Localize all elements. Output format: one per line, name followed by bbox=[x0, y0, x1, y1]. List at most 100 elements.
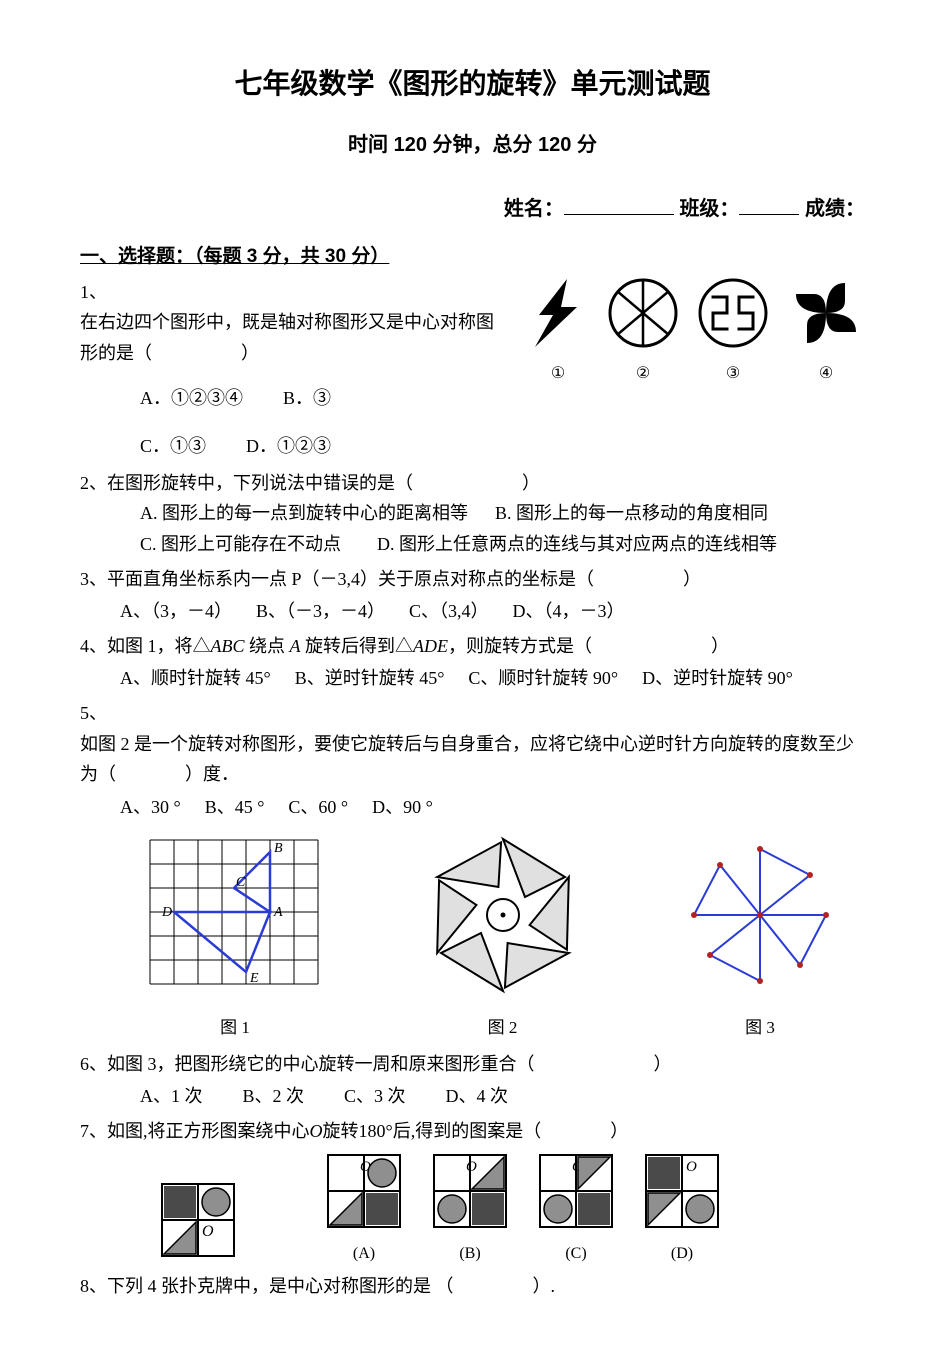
score-label: 成绩： bbox=[805, 198, 865, 220]
pinwheel-4-icon bbox=[787, 277, 865, 349]
q2-close: ） bbox=[522, 473, 540, 493]
q2-opt-a: A. 图形上的每一点到旋转中心的距离相等 bbox=[140, 503, 468, 523]
q6-text: 如图 3，把图形绕它的中心旋转一周和原来图形重合（ ） bbox=[107, 1049, 865, 1080]
q5-text: 如图 2 是一个旋转对称图形，要使它旋转后与自身重合，应将它绕中心逆时针方向旋转… bbox=[80, 729, 865, 790]
q7-label-b: (B) bbox=[432, 1240, 508, 1267]
q4-f: ADE bbox=[413, 636, 448, 656]
q1-opt-b: B．③ bbox=[283, 383, 331, 414]
q4-num: 4、 bbox=[80, 631, 107, 662]
q1-opt-d: D．①②③ bbox=[246, 431, 331, 462]
q7-close: ） bbox=[610, 1121, 628, 1141]
q1-opt-c: C．①③ bbox=[140, 431, 206, 462]
q7-o: O bbox=[310, 1121, 323, 1141]
q7-num: 7、 bbox=[80, 1116, 107, 1147]
question-1: 1、 在右边四个图形中，既是轴对称图形又是中心对称图形的是（ ） A．①②③④ … bbox=[80, 277, 865, 464]
q4-e: 旋转后得到△ bbox=[301, 636, 414, 656]
q5-close: ）度． bbox=[185, 764, 239, 784]
q4-opt-c: C、顺时针旋转 90° bbox=[468, 663, 618, 694]
q6-stem: 如图 3，把图形绕它的中心旋转一周和原来图形重合（ bbox=[107, 1054, 535, 1074]
q4-opt-a: A、顺时针旋转 45° bbox=[120, 663, 271, 694]
figure-2-hexagon bbox=[408, 830, 598, 1000]
q5-opt-b: B、45 ° bbox=[205, 792, 265, 823]
q8-text: 下列 4 张扑克牌中，是中心对称图形的是 （ ）. bbox=[107, 1271, 865, 1302]
q7-original-icon: O bbox=[160, 1182, 236, 1258]
q6-close: ） bbox=[654, 1054, 672, 1074]
figure-1-caption: 图 1 bbox=[140, 1014, 330, 1043]
q2-num: 2、 bbox=[80, 468, 107, 499]
q4-g: ，则旋转方式是（ bbox=[448, 636, 592, 656]
name-label: 姓名： bbox=[504, 198, 564, 220]
q4-d: A bbox=[290, 636, 301, 656]
q2-opt-b: B. 图形上的每一点移动的角度相同 bbox=[495, 503, 768, 523]
question-3: 3、 平面直角坐标系内一点 P（－3,4）关于原点对称点的坐标是（ ） A、（3… bbox=[80, 564, 865, 627]
q3-opt-a: A、（3，－4） bbox=[120, 596, 232, 627]
q6-opt-d: D、4 次 bbox=[446, 1081, 509, 1112]
q3-text: 平面直角坐标系内一点 P（－3,4）关于原点对称点的坐标是（ ） bbox=[107, 564, 865, 595]
question-6: 6、 如图 3，把图形绕它的中心旋转一周和原来图形重合（ ） A、1 次 B、2… bbox=[80, 1049, 865, 1112]
q7-option-b-icon: O bbox=[432, 1153, 508, 1229]
q6-num: 6、 bbox=[80, 1049, 107, 1080]
q4-b: ABC bbox=[211, 636, 245, 656]
q1-label-2: ② bbox=[607, 360, 679, 387]
svg-text:E: E bbox=[249, 971, 259, 986]
q1-text: 在右边四个图形中，既是轴对称图形又是中心对称图形的是（ ） bbox=[80, 307, 507, 368]
q1-label-4: ④ bbox=[787, 360, 865, 387]
q2-text: 在图形旋转中，下列说法中错误的是（ ） bbox=[107, 468, 865, 499]
q5-opt-c: C、60 ° bbox=[288, 792, 348, 823]
q4-c: 绕点 bbox=[245, 636, 290, 656]
class-label: 班级： bbox=[679, 198, 739, 220]
q3-stem: 平面直角坐标系内一点 P（－3,4）关于原点对称点的坐标是（ bbox=[107, 569, 594, 589]
q7-label-c: (C) bbox=[538, 1240, 614, 1267]
svg-text:B: B bbox=[274, 841, 283, 856]
q7-orig-o: O bbox=[202, 1223, 214, 1240]
q6-opt-a: A、1 次 bbox=[140, 1081, 203, 1112]
q4-opt-d: D、逆时针旋转 90° bbox=[642, 663, 793, 694]
question-4: 4、 如图 1，将△ABC 绕点 A 旋转后得到△ADE，则旋转方式是（ ） A… bbox=[80, 631, 865, 694]
q8-stem: 下列 4 张扑克牌中，是中心对称图形的是 （ bbox=[107, 1276, 454, 1296]
q1-label-3: ③ bbox=[697, 360, 769, 387]
q7-text: 如图,将正方形图案绕中心O旋转180°后,得到的图案是（ ） bbox=[107, 1116, 865, 1147]
figure-3-caption: 图 3 bbox=[675, 1014, 845, 1043]
q6-opt-b: B、2 次 bbox=[243, 1081, 305, 1112]
q1-opt-a: A．①②③④ bbox=[140, 383, 243, 414]
q4-a: 如图 1，将△ bbox=[107, 636, 211, 656]
figure-1-grid: A B C D E bbox=[140, 830, 330, 1000]
q8-num: 8、 bbox=[80, 1271, 107, 1302]
q5-num: 5、 bbox=[80, 698, 107, 729]
q7-stem-b: 旋转180°后,得到的图案是（ bbox=[323, 1121, 542, 1141]
q7-stem-a: 如图,将正方形图案绕中心 bbox=[107, 1121, 310, 1141]
figures-row-1-2-3: A B C D E 图 1 bbox=[80, 830, 865, 1042]
lightning-icon bbox=[527, 277, 589, 349]
q5-opt-a: A、30 ° bbox=[120, 792, 181, 823]
name-blank bbox=[564, 192, 674, 215]
q1-label-1: ① bbox=[527, 360, 589, 387]
q2-opt-d: D. 图形上任意两点的连线与其对应两点的连线相等 bbox=[377, 534, 777, 554]
section-1-text: 一、选择题：（每题 3 分，共 30 分） bbox=[80, 246, 389, 267]
q7-d-o: O bbox=[686, 1159, 697, 1175]
q7-label-a: (A) bbox=[326, 1240, 402, 1267]
header-fields: 姓名： 班级： 成绩： bbox=[80, 192, 865, 226]
circle-x-icon bbox=[607, 277, 679, 349]
svg-text:A: A bbox=[273, 905, 283, 920]
q3-opt-d: D、（4，－3） bbox=[513, 596, 625, 627]
q3-close: ） bbox=[683, 569, 701, 589]
q7-option-a-icon: O bbox=[326, 1153, 402, 1229]
question-5: 5、 如图 2 是一个旋转对称图形，要使它旋转后与自身重合，应将它绕中心逆时针方… bbox=[80, 698, 865, 1043]
figure-2-caption: 图 2 bbox=[408, 1014, 598, 1043]
doc-title: 七年级数学《图形的旋转》单元测试题 bbox=[80, 60, 865, 108]
svg-text:D: D bbox=[161, 905, 172, 920]
figure-3-pinwheel bbox=[675, 830, 845, 1000]
q7-b-o: O bbox=[466, 1159, 477, 1175]
q7-figure-row: O O (A) O bbox=[80, 1153, 865, 1268]
q3-num: 3、 bbox=[80, 564, 107, 595]
question-8: 8、 下列 4 张扑克牌中，是中心对称图形的是 （ ）. bbox=[80, 1271, 865, 1302]
q4-opt-b: B、逆时针旋转 45° bbox=[295, 663, 445, 694]
q2-stem: 在图形旋转中，下列说法中错误的是（ bbox=[107, 473, 413, 493]
doc-subtitle: 时间 120 分钟，总分 120 分 bbox=[80, 128, 865, 162]
q1-figure-row: ① ② bbox=[527, 277, 865, 388]
q1-close: ） bbox=[241, 343, 259, 363]
q4-text: 如图 1，将△ABC 绕点 A 旋转后得到△ADE，则旋转方式是（ ） bbox=[107, 631, 865, 662]
question-7: 7、 如图,将正方形图案绕中心O旋转180°后,得到的图案是（ ） O bbox=[80, 1116, 865, 1267]
section-1-heading: 一、选择题：（每题 3 分，共 30 分） bbox=[80, 241, 865, 273]
q7-option-c-icon: O bbox=[538, 1153, 614, 1229]
